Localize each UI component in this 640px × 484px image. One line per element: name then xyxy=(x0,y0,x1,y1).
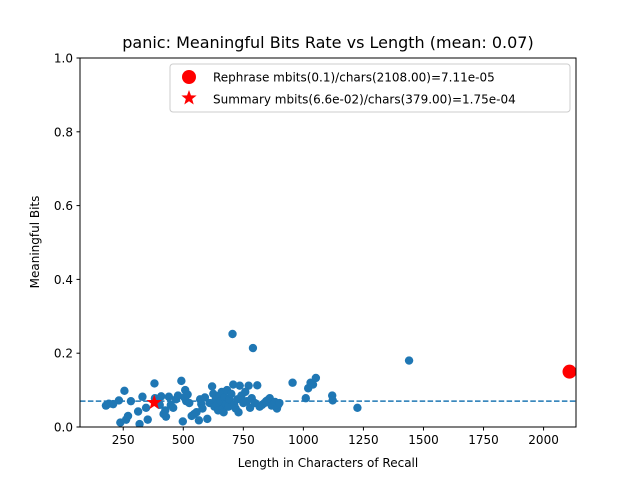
data-point xyxy=(161,412,171,421)
data-point xyxy=(228,329,237,339)
x-tick-label: 1250 xyxy=(348,433,379,447)
data-point xyxy=(194,416,204,425)
data-point xyxy=(138,392,147,401)
data-point xyxy=(173,391,183,400)
data-point xyxy=(156,392,166,401)
y-tick-label: 0.2 xyxy=(54,347,73,361)
summary-point xyxy=(146,394,162,410)
chart-title: panic: Meaningful Bits Rate vs Length (m… xyxy=(122,33,533,52)
data-point xyxy=(150,379,159,388)
data-point xyxy=(120,386,129,396)
data-point xyxy=(185,398,194,408)
data-point xyxy=(227,389,236,398)
data-point xyxy=(219,408,228,417)
legend-marker-rephrase xyxy=(182,70,196,84)
x-tick-label: 2000 xyxy=(528,433,559,447)
x-axis-label: Length in Characters of Recall xyxy=(238,456,418,470)
data-point xyxy=(114,396,124,405)
data-point xyxy=(123,411,133,421)
data-point xyxy=(241,387,250,397)
y-tick-label: 1.0 xyxy=(54,52,73,66)
data-layer xyxy=(80,329,576,427)
data-point xyxy=(141,403,151,413)
data-point xyxy=(164,392,174,401)
data-point xyxy=(253,381,262,390)
legend-box xyxy=(169,63,571,113)
data-point xyxy=(229,380,238,389)
data-point xyxy=(404,356,414,365)
data-point xyxy=(200,393,210,402)
data-point xyxy=(244,381,253,390)
x-tick-label: 1750 xyxy=(468,433,499,447)
y-tick-label: 0.0 xyxy=(54,421,73,435)
data-point xyxy=(328,396,337,405)
x-tick-label: 250 xyxy=(112,433,135,447)
data-point xyxy=(183,390,192,399)
legend: Rephrase mbits(0.1)/chars(2108.00)=7.11e… xyxy=(169,63,571,113)
axis-ticks: 250 500 750 1000 1250 1500 1750 2000 0.0 0.2 0.4 0.… xyxy=(54,52,559,448)
data-point xyxy=(207,382,217,391)
data-point xyxy=(288,378,297,387)
data-point xyxy=(168,403,178,413)
data-point xyxy=(198,404,207,413)
rephrase-point xyxy=(562,364,576,379)
legend-label-summary: Summary mbits(6.6e-02)/chars(379.00)=1.7… xyxy=(213,93,516,107)
data-point xyxy=(178,417,188,426)
legend-marker-summary xyxy=(181,90,197,105)
y-tick-label: 0.6 xyxy=(54,199,73,213)
plot-frame xyxy=(79,57,577,428)
plot-area xyxy=(80,329,576,427)
y-tick-label: 0.8 xyxy=(54,125,73,139)
data-point xyxy=(308,380,318,389)
data-point xyxy=(235,381,244,390)
data-point xyxy=(203,414,212,424)
x-tick-label: 500 xyxy=(172,433,195,447)
data-point xyxy=(275,398,284,408)
data-point xyxy=(143,415,152,424)
data-point xyxy=(126,396,136,406)
x-tick-label: 1500 xyxy=(408,433,439,447)
y-axis-label: Meaningful Bits xyxy=(28,196,42,289)
x-tick-label: 1000 xyxy=(288,433,319,447)
data-point xyxy=(311,373,321,383)
x-tick-label: 750 xyxy=(232,433,255,447)
data-point xyxy=(248,343,258,353)
data-point xyxy=(192,408,201,417)
data-point xyxy=(161,406,170,415)
data-point xyxy=(234,408,243,417)
data-point xyxy=(133,407,143,416)
legend-label-rephrase: Rephrase mbits(0.1)/chars(2108.00)=7.11e… xyxy=(213,71,495,85)
y-tick-label: 0.4 xyxy=(54,273,73,287)
data-point xyxy=(301,394,310,403)
data-point xyxy=(353,403,362,413)
data-point xyxy=(135,419,144,427)
data-point xyxy=(177,376,186,386)
